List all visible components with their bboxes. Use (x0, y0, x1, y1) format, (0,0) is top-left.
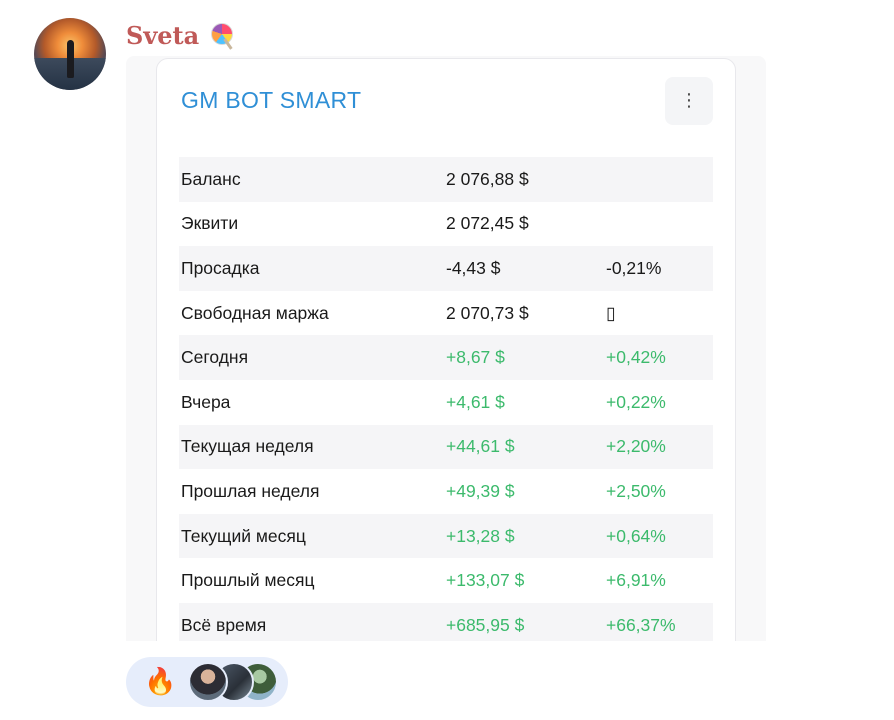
table-row: Просадка -4,43 $ -0,21% (179, 246, 713, 291)
table-row: Всё время +685,95 $ +66,37% (179, 602, 713, 641)
row-percent: +0,64% (606, 525, 666, 546)
lollipop-icon (207, 21, 235, 50)
row-amount: +8,67 $ (446, 347, 505, 368)
row-label: Текущая неделя (181, 436, 314, 457)
row-amount: 2 076,88 $ (446, 168, 529, 189)
sender-header[interactable]: Sveta (126, 18, 235, 52)
row-amount: +4,61 $ (446, 391, 505, 412)
row-percent: -0,21% (606, 257, 662, 278)
table-row: Сегодня +8,67 $ +0,42% (179, 335, 713, 380)
row-percent: ▯ (606, 302, 616, 323)
row-label: Текущий месяц (181, 525, 306, 546)
row-percent: +6,91% (606, 570, 666, 591)
row-amount: +685,95 $ (446, 614, 525, 635)
fire-icon[interactable]: 🔥 (144, 667, 177, 697)
stats-table: Баланс 2 076,88 $ Эквити 2 072,45 $ Просадка… (179, 157, 713, 641)
row-label: Прошлый месяц (181, 570, 315, 591)
row-amount: -4,43 $ (446, 257, 501, 278)
row-percent: +0,22% (606, 391, 666, 412)
row-amount: 2 070,73 $ (446, 302, 529, 323)
row-amount: +13,28 $ (446, 525, 515, 546)
row-amount: 2 072,45 $ (446, 213, 529, 234)
row-percent: +2,50% (606, 480, 666, 501)
reactor-avatar[interactable] (188, 662, 228, 702)
stats-card: GM BOT SMART ⋮ Баланс 2 076,88 $ Эквити 2 0… (156, 58, 736, 641)
row-amount: +49,39 $ (446, 480, 515, 501)
reactions-bar[interactable]: 🔥 (126, 657, 288, 707)
table-row: Прошлая неделя +49,39 $ +2,50% (179, 469, 713, 514)
table-row: Эквити 2 072,45 $ (179, 202, 713, 247)
more-vertical-icon: ⋮ (680, 90, 698, 111)
row-percent: +66,37% (606, 614, 676, 635)
row-label: Прошлая неделя (181, 480, 320, 501)
table-row: Свободная маржа 2 070,73 $ ▯ (179, 291, 713, 336)
row-amount: +44,61 $ (446, 436, 515, 457)
table-row: Текущий месяц +13,28 $ +0,64% (179, 513, 713, 559)
row-label: Сегодня (181, 347, 249, 368)
table-row: Прошлый месяц +133,07 $ +6,91% (179, 558, 713, 603)
table-row: Вчера +4,61 $ +0,22% (179, 380, 713, 425)
row-label: Баланс (181, 168, 241, 189)
row-percent: +2,20% (606, 436, 666, 457)
message-bubble: GM BOT SMART ⋮ Баланс 2 076,88 $ Эквити 2 0… (126, 56, 766, 641)
sender-name[interactable]: Sveta (126, 20, 200, 50)
row-label: Свободная маржа (181, 302, 329, 323)
row-label: Вчера (181, 391, 231, 412)
card-title: GM BOT SMART (181, 87, 362, 113)
table-row: Текущая неделя +44,61 $ +2,20% (179, 424, 713, 470)
row-amount: +133,07 $ (446, 570, 525, 591)
row-label: Просадка (181, 257, 260, 278)
row-percent: +0,42% (606, 347, 666, 368)
row-label: Эквити (181, 213, 239, 234)
sender-avatar[interactable] (34, 18, 106, 90)
table-row: Баланс 2 076,88 $ (179, 157, 713, 202)
row-label: Всё время (181, 614, 267, 635)
more-options-button[interactable]: ⋮ (665, 77, 713, 125)
avatar-figure (67, 40, 74, 78)
